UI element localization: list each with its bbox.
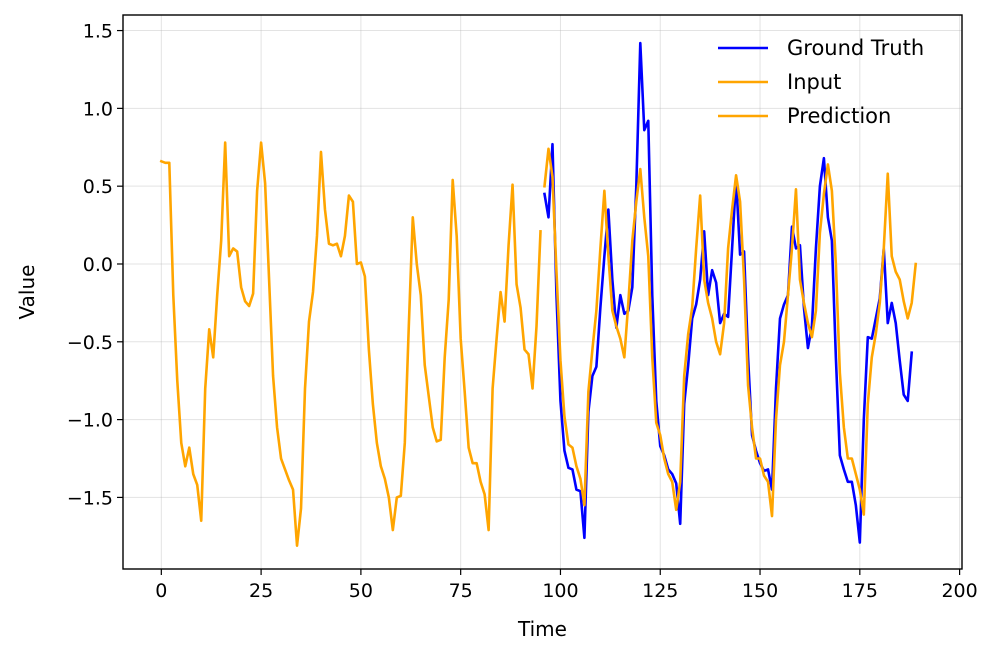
legend-label-ground-truth: Ground Truth xyxy=(787,36,924,60)
series-line-prediction xyxy=(543,147,918,518)
legend-label-input: Input xyxy=(787,70,841,94)
x-tick-label: 25 xyxy=(249,580,273,602)
y-tick-label: 0.0 xyxy=(83,254,113,276)
series-line-ground-truth xyxy=(542,41,914,544)
x-tick-label: 50 xyxy=(349,580,373,602)
y-tick-label: −1.0 xyxy=(67,410,113,432)
x-tick-label: 175 xyxy=(842,580,878,602)
x-tick-label: 150 xyxy=(742,580,778,602)
axis-ticks: 0 25 50 75 100 125 150 175 200 −1.5 −1.0 −0.5 0.0 0.5… xyxy=(67,21,978,602)
y-tick-label: −0.5 xyxy=(67,332,113,354)
x-tick-label: 100 xyxy=(542,580,578,602)
x-tick-label: 0 xyxy=(155,580,167,602)
legend-label-prediction: Prediction xyxy=(787,104,891,128)
y-tick-label: 1.5 xyxy=(83,21,113,43)
x-tick-label: 75 xyxy=(449,580,473,602)
x-tick-label: 200 xyxy=(941,580,977,602)
legend: Ground Truth Input Prediction xyxy=(718,36,924,128)
series-line-input xyxy=(159,141,542,547)
grid-lines xyxy=(123,15,962,569)
x-tick-label: 125 xyxy=(642,580,678,602)
y-axis-title: Value xyxy=(15,265,39,320)
series-lines xyxy=(159,41,918,547)
y-tick-label: 1.0 xyxy=(83,98,113,120)
y-tick-label: −1.5 xyxy=(67,487,113,509)
plot-frame xyxy=(122,14,963,570)
y-tick-label: 0.5 xyxy=(83,176,113,198)
x-axis-title: Time xyxy=(517,617,567,641)
